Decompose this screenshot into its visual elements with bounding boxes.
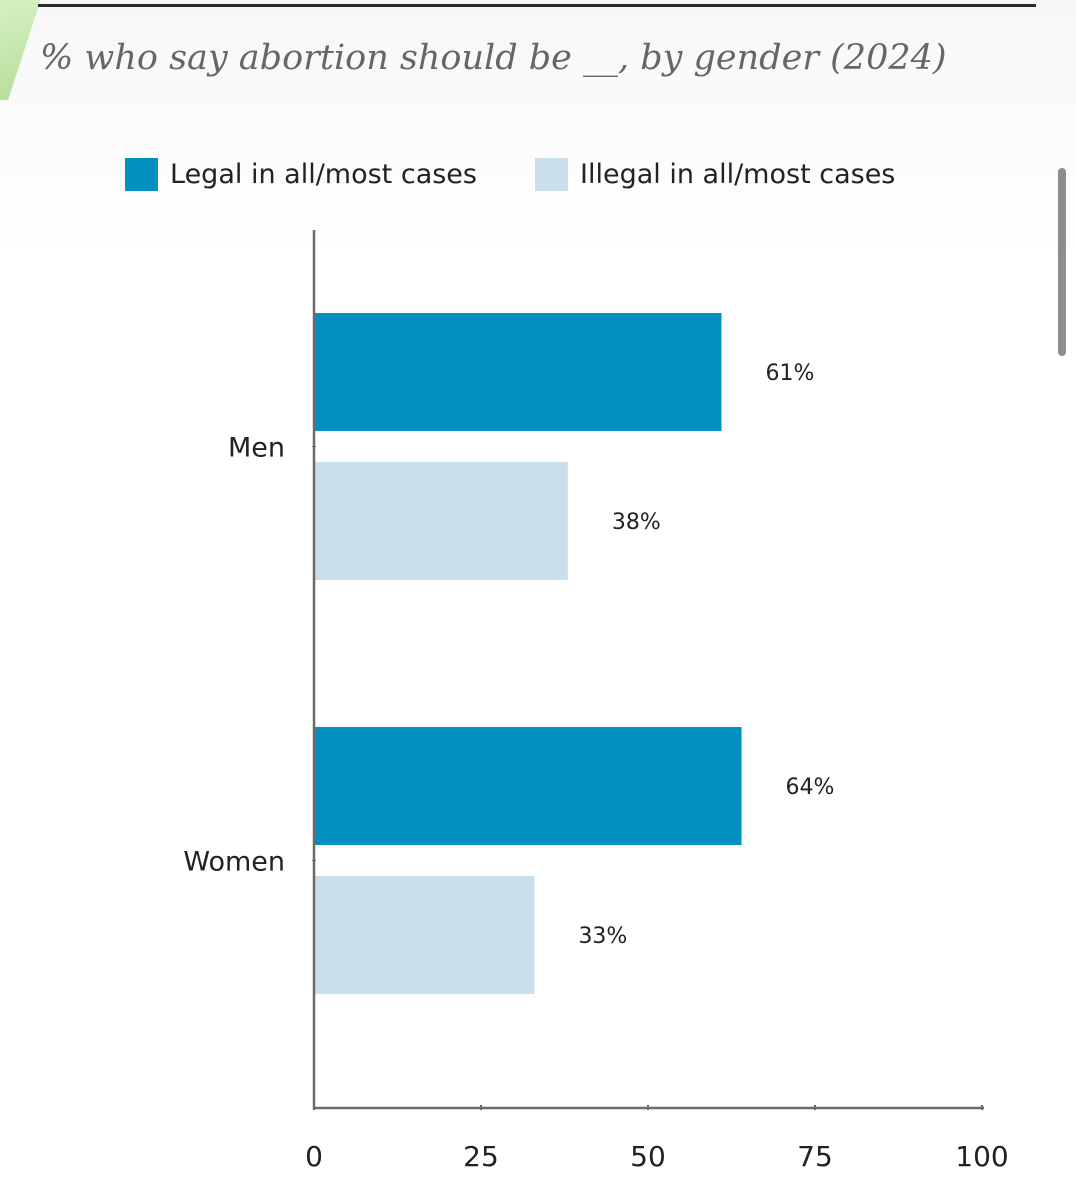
legend-swatch-legal [125,157,158,191]
bar-women-legal [314,727,742,845]
legend-label-legal: Legal in all/most cases [170,158,477,190]
category-label-women: Women [183,847,285,878]
x-tick-label-100: 100 [955,1140,1008,1173]
x-tick-label-25: 25 [463,1140,499,1173]
x-tick-label-50: 50 [630,1140,666,1173]
bar-men-illegal [314,462,568,580]
x-tick-label-75: 75 [797,1140,833,1173]
legend-label-illegal: Illegal in all/most cases [580,158,896,190]
value-label-men-legal: 61% [765,361,814,386]
top-rule [38,4,1036,7]
x-tick-label-0: 0 [305,1140,323,1173]
chart-title: % who say abortion should be __, by gend… [40,38,947,78]
scrollbar-thumb[interactable] [1058,168,1066,356]
legend-swatch-illegal [535,157,568,191]
bar-men-legal [314,313,722,431]
value-label-women-legal: 64% [786,775,835,800]
legend-item-illegal: Illegal in all/most cases [535,156,895,192]
bar-women-illegal [314,876,535,994]
value-label-women-illegal: 33% [578,924,627,949]
value-label-men-illegal: 38% [612,510,661,535]
legend-item-legal: Legal in all/most cases [125,156,477,192]
category-label-men: Men [228,433,285,464]
